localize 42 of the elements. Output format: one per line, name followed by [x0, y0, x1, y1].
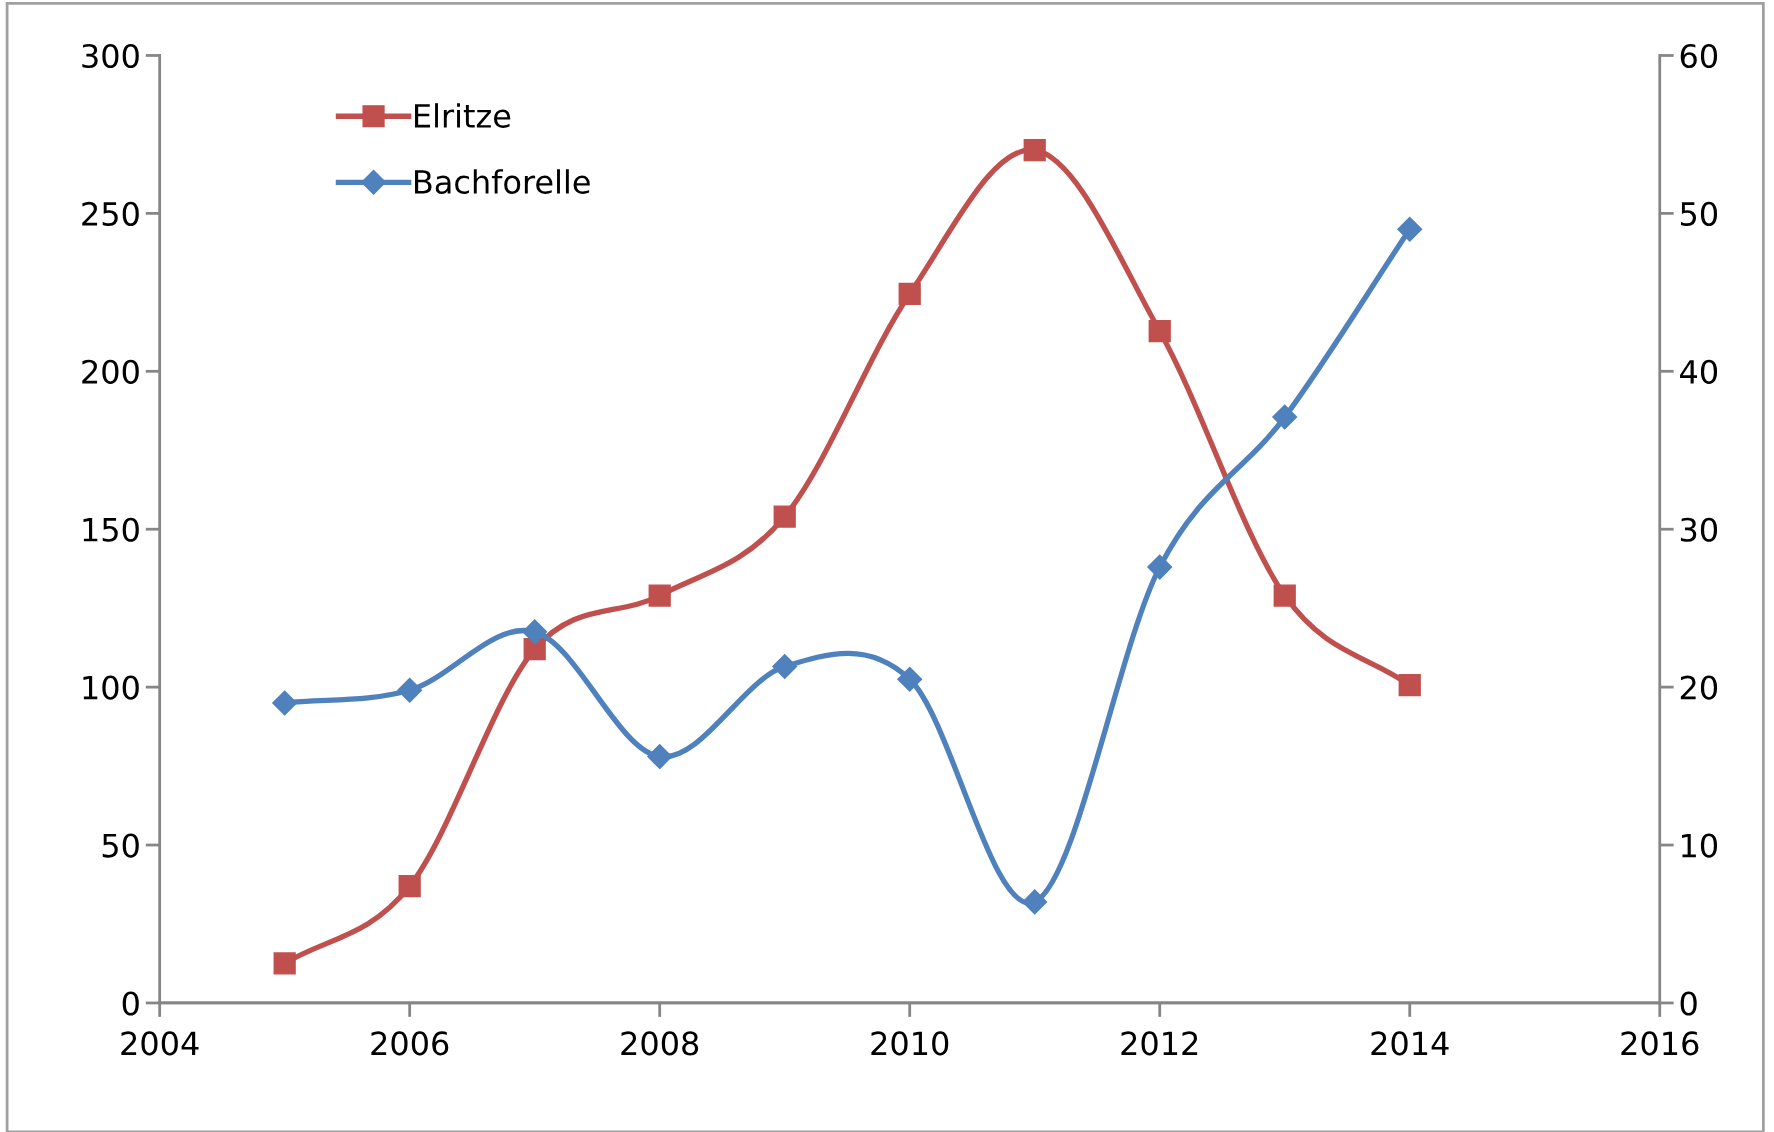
point [272, 690, 298, 716]
y2-tick-label: 30 [1680, 517, 1718, 542]
point [772, 654, 798, 680]
point [273, 952, 296, 975]
y-tick-label: 50 [102, 833, 139, 858]
point [647, 744, 673, 770]
y2-tick-label: 0 [1680, 991, 1697, 1016]
point [898, 282, 921, 306]
y2-tick-label: 60 [1680, 43, 1718, 69]
x-tick-label: 2004 [121, 1031, 199, 1056]
x-tick-label: 2006 [371, 1031, 449, 1056]
point [398, 874, 421, 898]
y2-tick-label: 40 [1680, 359, 1718, 384]
y-tick-label: 250 [82, 201, 139, 226]
x-tick-label: 2016 [1621, 1031, 1699, 1056]
x-tick-label: 2012 [1121, 1031, 1198, 1056]
legend-label: Bachforelle [415, 169, 590, 194]
x-tick-label: 2008 [621, 1031, 699, 1056]
y2-tick-label: 50 [1680, 201, 1718, 226]
y-tick-label: 0 [122, 991, 139, 1016]
point [897, 666, 923, 692]
y-tick-label: 150 [83, 517, 139, 542]
point [522, 619, 548, 645]
point [1147, 554, 1173, 580]
point [1023, 139, 1046, 162]
y-tick-label: 200 [82, 359, 139, 384]
point [1148, 320, 1171, 343]
y2-tick-label: 10 [1682, 833, 1718, 858]
point [1022, 889, 1048, 915]
y2-tick-label: 20 [1680, 675, 1718, 700]
point [397, 677, 423, 703]
point [1272, 404, 1298, 430]
y-tick-label: 100 [83, 675, 139, 700]
point [1398, 674, 1421, 697]
point [648, 584, 671, 607]
point [1397, 216, 1423, 242]
x-tick-label: 2010 [871, 1031, 949, 1056]
x-tick-label: 2014 [1371, 1031, 1449, 1056]
y-tick-label: 300 [82, 43, 139, 69]
point [1273, 584, 1296, 607]
legend-label: Elritze [415, 103, 511, 128]
point [773, 505, 796, 528]
